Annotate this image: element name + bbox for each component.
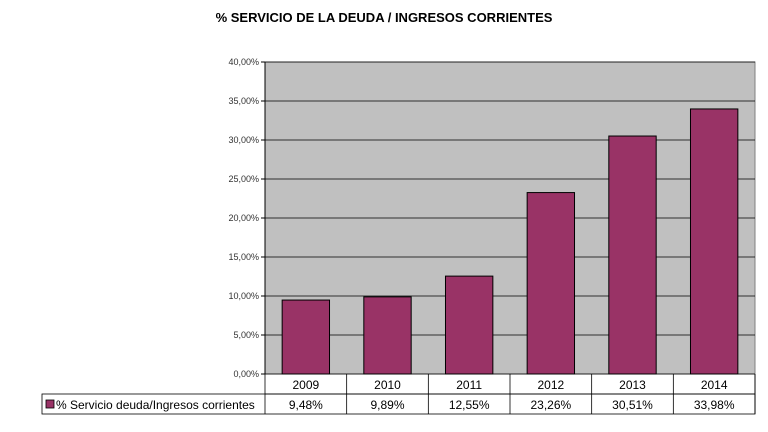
data-label: 9,48% [289,398,323,412]
category-label: 2013 [619,378,646,392]
category-label: 2011 [456,378,482,392]
category-label: 2010 [374,378,401,392]
bar [444,275,494,375]
y-tick-label: 10,00% [228,291,259,301]
bar [363,296,412,375]
legend-swatch [45,399,55,409]
category-label: 2014 [701,378,728,392]
y-tick-label: 15,00% [228,252,259,262]
y-tick-label: 30,00% [228,135,259,145]
bar [608,135,657,375]
category-label: 2009 [292,378,319,392]
y-tick-label: 40,00% [228,57,259,67]
y-tick-label: 5,00% [233,330,259,340]
y-tick-label: 0,00% [233,369,259,379]
y-tick-label: 20,00% [228,213,259,223]
bar [526,192,576,375]
category-label: 2012 [537,378,564,392]
data-label: 12,55% [449,398,490,412]
legend-label: % Servicio deuda/Ingresos corrientes [56,398,255,412]
chart-title: % SERVICIO DE LA DEUDA / INGRESOS CORRIE… [215,10,553,25]
data-label: 23,26% [530,398,571,412]
bar [281,299,331,375]
y-tick-label: 25,00% [228,174,259,184]
y-tick-label: 35,00% [228,96,259,106]
bar [689,108,739,375]
data-label: 33,98% [694,398,735,412]
data-label: 30,51% [612,398,653,412]
data-label: 9,89% [370,398,404,412]
